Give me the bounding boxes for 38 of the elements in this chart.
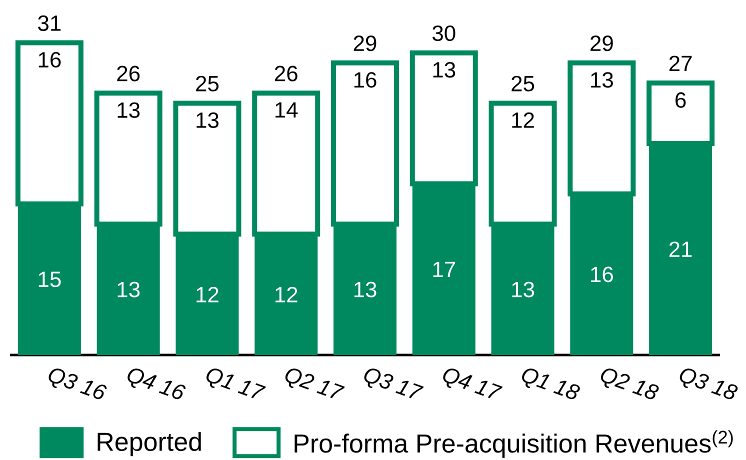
total-label: 26	[274, 66, 298, 82]
x-tick-label: Q4 16	[128, 368, 186, 400]
total-label: 30	[432, 25, 456, 42]
data-label: 16	[38, 52, 61, 68]
data-label: 16	[591, 266, 613, 282]
x-tick-label: Q1 18	[522, 368, 580, 400]
x-tick-label: Q4 17	[443, 368, 503, 398]
legend-label: Reported	[98, 432, 201, 456]
data-label: 17	[433, 262, 456, 277]
total-label: 26	[117, 66, 140, 82]
x-tick-label: Q3 17	[364, 368, 424, 398]
data-label: 14	[276, 102, 298, 118]
legend-label: Pro-forma Pre-acquisition Revenues$^{(2)}$	[294, 430, 733, 458]
x-tick-label: Q2 17	[285, 368, 345, 398]
data-label: 6	[676, 92, 686, 108]
data-label: 13	[118, 282, 140, 298]
data-label: 12	[276, 286, 298, 302]
data-label: 12	[512, 112, 534, 128]
total-label: 25	[512, 76, 534, 92]
data-label: 21	[669, 242, 692, 257]
data-label: 16	[354, 72, 376, 88]
x-tick-label: Q3 16	[48, 368, 107, 400]
data-label: 13	[512, 282, 534, 298]
total-label: 27	[669, 56, 692, 72]
data-label: 15	[38, 272, 61, 288]
total-label: 31	[38, 15, 61, 31]
total-label: 29	[354, 36, 376, 52]
data-label: 13	[196, 112, 218, 128]
x-tick-label: Q1 17	[206, 368, 266, 398]
data-label: 13	[591, 72, 613, 88]
data-label: 13	[354, 282, 376, 298]
total-label: 29	[590, 36, 613, 52]
data-label: 12	[196, 286, 218, 302]
data-label: 13	[433, 62, 456, 78]
x-tick-label: Q3 18	[680, 368, 738, 400]
x-tick-label: Q2 18	[600, 368, 659, 400]
total-label: 25	[196, 76, 219, 92]
data-label: 13	[118, 102, 140, 118]
